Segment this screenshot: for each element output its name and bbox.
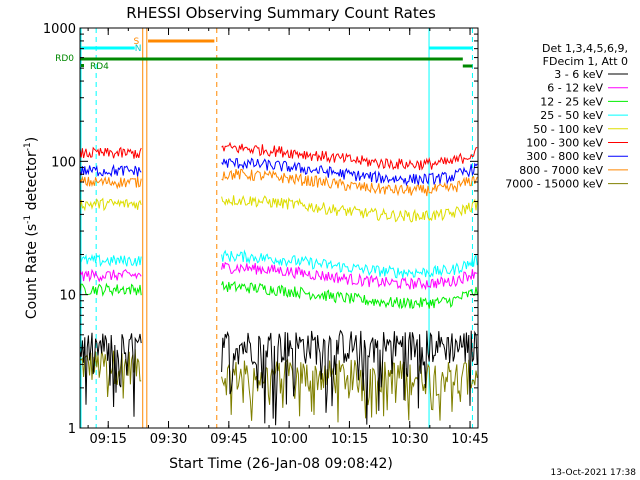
chart-title: RHESSI Observing Summary Count Rates <box>126 4 436 22</box>
series-line-6-12-keV <box>221 261 478 291</box>
series-line-25-50-keV <box>221 249 478 279</box>
x-tick-label: 10:30 <box>391 432 428 447</box>
plot-frame <box>79 27 479 429</box>
x-tick-label: 09:30 <box>150 432 187 447</box>
series-line-25-50-keV <box>79 253 142 267</box>
legend-entry-label: 50 - 100 keV <box>533 123 603 136</box>
legend-header: Det 1,3,4,5,6,9, <box>542 42 628 55</box>
series-line-100-300-keV <box>221 141 478 171</box>
legend-entry-label: 100 - 300 keV <box>526 137 603 150</box>
series-line-12-25-keV <box>79 282 142 297</box>
y-tick-label: 100 <box>51 155 76 170</box>
x-axis-label: Start Time (26-Jan-08 09:08:42) <box>169 456 393 472</box>
series-line-300-800-keV <box>221 157 478 187</box>
rd0-label: RD0 <box>55 54 74 64</box>
series-line-3-6-keV <box>221 329 478 426</box>
legend-entry-label: 3 - 6 keV <box>554 68 603 81</box>
legend-entry-label: 12 - 25 keV <box>540 95 603 108</box>
series-line-7000-15000-keV <box>221 358 478 423</box>
series-line-100-300-keV <box>79 146 142 159</box>
legend-entry-label: 6 - 12 keV <box>547 82 603 95</box>
legend-entry-label: 800 - 7000 keV <box>519 164 603 177</box>
y-tick-label: 10 <box>59 289 76 304</box>
y-tick-label: 1000 <box>43 22 76 37</box>
legend-entry-label: 300 - 800 keV <box>526 150 603 163</box>
x-tick-label: 10:45 <box>451 432 488 447</box>
series-line-800-7000-keV <box>79 175 142 190</box>
timestamp: 13-Oct-2021 17:38 <box>551 468 637 478</box>
legend-entry-label: 25 - 50 keV <box>540 109 603 122</box>
x-tick-label: 10:15 <box>331 432 368 447</box>
legend: Det 1,3,4,5,6,9,FDecim 1, Att 03 - 6 keV… <box>505 42 628 191</box>
night-label: N <box>135 44 142 54</box>
x-tick-label: 09:45 <box>210 432 247 447</box>
y-tick-label: 1 <box>68 422 76 437</box>
saa-label: S <box>134 37 140 47</box>
series-line-300-800-keV <box>79 163 142 178</box>
legend-entry-label: 7000 - 15000 keV <box>505 178 603 191</box>
rd4-flag-dot <box>81 64 84 67</box>
legend-header: FDecim 1, Att 0 <box>543 55 628 68</box>
series-line-12-25-keV <box>221 280 478 310</box>
x-tick-label: 10:00 <box>270 432 307 447</box>
series-line-50-100-keV <box>79 197 142 212</box>
axes: 09:15 09:30 09:45 10:00 10:15 10:30 10:45 1 10 10… <box>43 22 489 447</box>
series-line-6-12-keV <box>79 268 142 283</box>
y-axis-label: Count Rate (s-1 detector-1) <box>23 137 40 319</box>
data-layer: RD0 RD4 SN <box>55 28 478 428</box>
series-line-50-100-keV <box>221 195 478 223</box>
series-line-3-6-keV <box>79 332 142 417</box>
rd4-label: RD4 <box>90 62 109 72</box>
series-line-800-7000-keV <box>221 168 478 197</box>
x-tick-label: 09:15 <box>89 432 126 447</box>
